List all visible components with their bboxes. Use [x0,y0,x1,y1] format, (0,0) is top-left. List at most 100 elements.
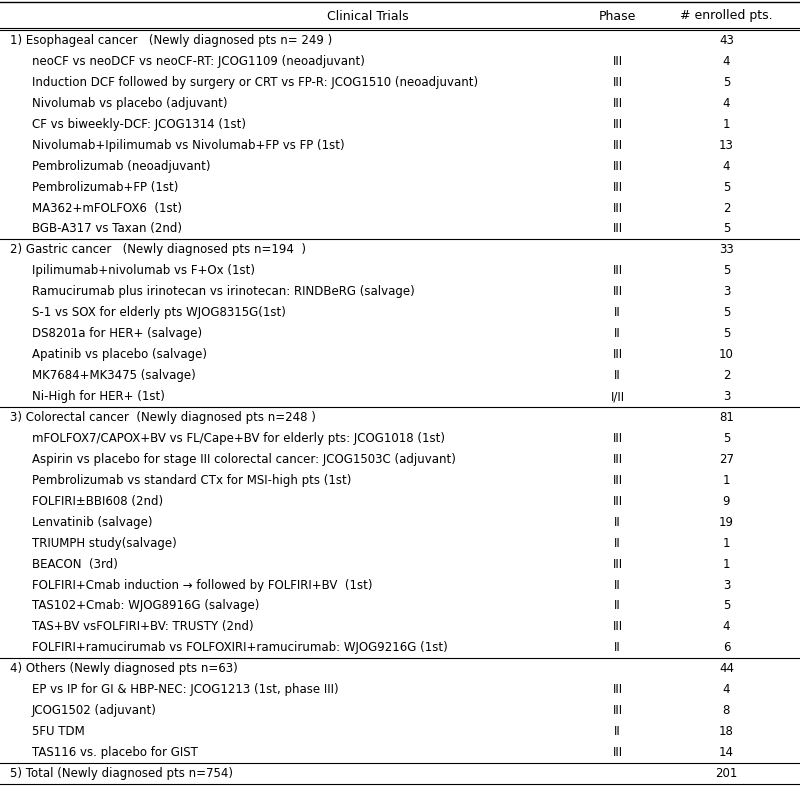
Text: 5: 5 [722,223,730,235]
Text: 5: 5 [722,307,730,319]
Text: III: III [613,348,622,361]
Text: 1: 1 [722,118,730,131]
Text: III: III [613,160,622,173]
Text: II: II [614,516,621,529]
Text: 5) Total (Newly diagnosed pts n=754): 5) Total (Newly diagnosed pts n=754) [10,767,233,780]
Text: 4: 4 [722,97,730,110]
Text: II: II [614,307,621,319]
Text: Clinical Trials: Clinical Trials [327,9,409,22]
Text: JCOG1502 (adjuvant): JCOG1502 (adjuvant) [32,704,157,717]
Text: TRIUMPH study(salvage): TRIUMPH study(salvage) [32,536,177,550]
Text: III: III [613,474,622,487]
Text: 4: 4 [722,160,730,173]
Text: 201: 201 [715,767,738,780]
Text: Lenvatinib (salvage): Lenvatinib (salvage) [32,516,153,529]
Text: Ramucirumab plus irinotecan vs irinotecan: RINDBeRG (salvage): Ramucirumab plus irinotecan vs irinoteca… [32,285,414,299]
Text: II: II [614,369,621,382]
Text: III: III [613,495,622,508]
Text: Induction DCF followed by surgery or CRT vs FP-R: JCOG1510 (neoadjuvant): Induction DCF followed by surgery or CRT… [32,76,478,88]
Text: Aspirin vs placebo for stage III colorectal cancer: JCOG1503C (adjuvant): Aspirin vs placebo for stage III colorec… [32,453,456,466]
Text: DS8201a for HER+ (salvage): DS8201a for HER+ (salvage) [32,327,202,340]
Text: 5: 5 [722,327,730,340]
Text: CF vs biweekly-DCF: JCOG1314 (1st): CF vs biweekly-DCF: JCOG1314 (1st) [32,118,246,131]
Text: BGB-A317 vs Taxan (2nd): BGB-A317 vs Taxan (2nd) [32,223,182,235]
Text: 5: 5 [722,432,730,445]
Text: 14: 14 [719,746,734,759]
Text: 43: 43 [719,34,734,47]
Text: II: II [614,578,621,592]
Text: III: III [613,55,622,68]
Text: 4) Others (Newly diagnosed pts n=63): 4) Others (Newly diagnosed pts n=63) [10,662,238,675]
Text: III: III [613,432,622,445]
Text: Pembrolizumab (neoadjuvant): Pembrolizumab (neoadjuvant) [32,160,210,173]
Text: 18: 18 [719,725,734,738]
Text: 19: 19 [719,516,734,529]
Text: III: III [613,558,622,570]
Text: 3) Colorectal cancer  (Newly diagnosed pts n=248 ): 3) Colorectal cancer (Newly diagnosed pt… [10,411,315,424]
Text: II: II [614,327,621,340]
Text: III: III [613,118,622,131]
Text: 5FU TDM: 5FU TDM [32,725,85,738]
Text: I/II: I/II [610,390,625,403]
Text: II: II [614,536,621,550]
Text: Apatinib vs placebo (salvage): Apatinib vs placebo (salvage) [32,348,207,361]
Text: 3: 3 [722,285,730,299]
Text: 10: 10 [719,348,734,361]
Text: 5: 5 [722,265,730,277]
Text: III: III [613,683,622,696]
Text: S-1 vs SOX for elderly pts WJOG8315G(1st): S-1 vs SOX for elderly pts WJOG8315G(1st… [32,307,286,319]
Text: FOLFIRI+Cmab induction → followed by FOLFIRI+BV  (1st): FOLFIRI+Cmab induction → followed by FOL… [32,578,373,592]
Text: Pembrolizumab vs standard CTx for MSI-high pts (1st): Pembrolizumab vs standard CTx for MSI-hi… [32,474,351,487]
Text: 8: 8 [722,704,730,717]
Text: 2: 2 [722,369,730,382]
Text: 4: 4 [722,620,730,634]
Text: neoCF vs neoDCF vs neoCF-RT: JCOG1109 (neoadjuvant): neoCF vs neoDCF vs neoCF-RT: JCOG1109 (n… [32,55,365,68]
Text: 1: 1 [722,558,730,570]
Text: III: III [613,285,622,299]
Text: 33: 33 [719,243,734,257]
Text: III: III [613,453,622,466]
Text: III: III [613,139,622,152]
Text: 2) Gastric cancer   (Newly diagnosed pts n=194  ): 2) Gastric cancer (Newly diagnosed pts n… [10,243,306,257]
Text: 5: 5 [722,600,730,612]
Text: TAS+BV vsFOLFIRI+BV: TRUSTY (2nd): TAS+BV vsFOLFIRI+BV: TRUSTY (2nd) [32,620,254,634]
Text: III: III [613,620,622,634]
Text: II: II [614,600,621,612]
Text: Ni-High for HER+ (1st): Ni-High for HER+ (1st) [32,390,165,403]
Text: 27: 27 [719,453,734,466]
Text: 1) Esophageal cancer   (Newly diagnosed pts n= 249 ): 1) Esophageal cancer (Newly diagnosed pt… [10,34,332,47]
Text: BEACON  (3rd): BEACON (3rd) [32,558,118,570]
Text: Ipilimumab+nivolumab vs F+Ox (1st): Ipilimumab+nivolumab vs F+Ox (1st) [32,265,255,277]
Text: FOLFIRI+ramucirumab vs FOLFOXIRI+ramucirumab: WJOG9216G (1st): FOLFIRI+ramucirumab vs FOLFOXIRI+ramucir… [32,641,448,654]
Text: 6: 6 [722,641,730,654]
Text: 4: 4 [722,683,730,696]
Text: MK7684+MK3475 (salvage): MK7684+MK3475 (salvage) [32,369,196,382]
Text: 3: 3 [722,390,730,403]
Text: III: III [613,265,622,277]
Text: 5: 5 [722,181,730,194]
Text: Nivolumab vs placebo (adjuvant): Nivolumab vs placebo (adjuvant) [32,97,227,110]
Text: II: II [614,641,621,654]
Text: 1: 1 [722,536,730,550]
Text: 2: 2 [722,201,730,215]
Text: III: III [613,746,622,759]
Text: 4: 4 [722,55,730,68]
Text: EP vs IP for GI & HBP-NEC: JCOG1213 (1st, phase III): EP vs IP for GI & HBP-NEC: JCOG1213 (1st… [32,683,338,696]
Text: 3: 3 [722,578,730,592]
Text: III: III [613,704,622,717]
Text: III: III [613,181,622,194]
Text: III: III [613,76,622,88]
Text: TAS116 vs. placebo for GIST: TAS116 vs. placebo for GIST [32,746,198,759]
Text: FOLFIRI±BBI608 (2nd): FOLFIRI±BBI608 (2nd) [32,495,163,508]
Text: III: III [613,201,622,215]
Text: III: III [613,223,622,235]
Text: 44: 44 [719,662,734,675]
Text: 5: 5 [722,76,730,88]
Text: mFOLFOX7/CAPOX+BV vs FL/Cape+BV for elderly pts: JCOG1018 (1st): mFOLFOX7/CAPOX+BV vs FL/Cape+BV for elde… [32,432,445,445]
Text: Pembrolizumab+FP (1st): Pembrolizumab+FP (1st) [32,181,178,194]
Text: 81: 81 [719,411,734,424]
Text: # enrolled pts.: # enrolled pts. [680,9,773,22]
Text: 9: 9 [722,495,730,508]
Text: III: III [613,97,622,110]
Text: 1: 1 [722,474,730,487]
